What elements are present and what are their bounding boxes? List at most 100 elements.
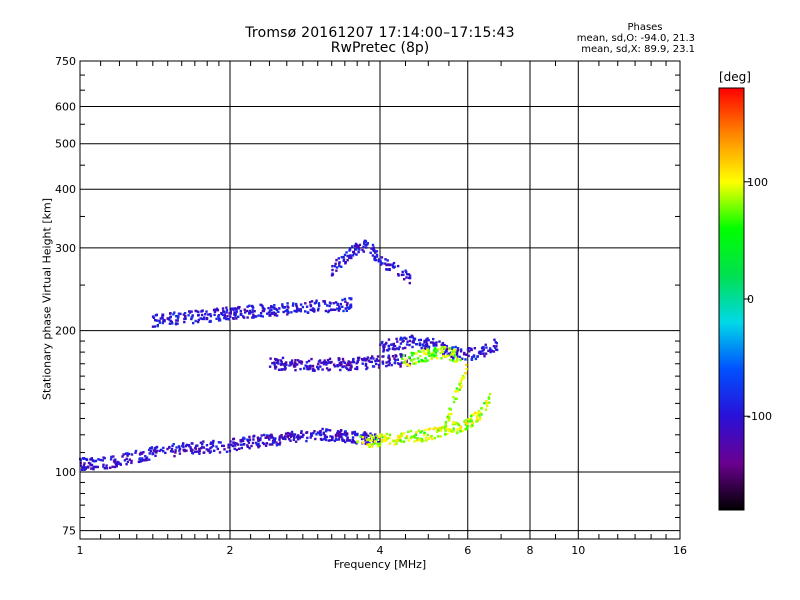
echo-point — [265, 442, 269, 445]
echo-point — [395, 355, 398, 358]
echo-point — [159, 317, 162, 320]
echo-point — [336, 302, 339, 306]
echo-point — [345, 439, 349, 442]
echo-point — [315, 299, 318, 302]
x-axis-ticks: 1 2 4 6 8 10 16 — [77, 61, 687, 557]
echo-point — [178, 447, 182, 451]
echo-point — [382, 347, 385, 351]
echo-point — [287, 311, 290, 314]
echo-point — [423, 341, 426, 344]
echo-point — [374, 441, 377, 445]
echo-point — [93, 460, 96, 463]
echo-point — [485, 402, 488, 405]
echo-point — [81, 457, 85, 460]
echo-point — [229, 310, 232, 313]
echo-point — [268, 443, 272, 446]
echo-point — [307, 359, 311, 363]
echo-point — [380, 440, 384, 443]
echo-point — [344, 430, 347, 434]
echo-point — [411, 336, 414, 339]
echo-point — [405, 435, 409, 438]
echo-point — [351, 360, 354, 364]
echo-point — [422, 348, 425, 352]
echo-point — [90, 463, 94, 467]
echo-point — [361, 436, 365, 439]
echo-point — [351, 431, 354, 434]
echo-point — [426, 349, 429, 352]
echo-point — [122, 453, 125, 456]
echo-point — [333, 439, 337, 443]
echo-point — [367, 434, 370, 437]
echo-point — [465, 363, 468, 367]
echo-point — [140, 459, 143, 462]
echo-point — [362, 245, 365, 248]
echo-point — [431, 353, 434, 357]
echo-point — [379, 259, 382, 262]
echo-point — [80, 468, 84, 471]
echo-point — [199, 317, 202, 320]
echo-point — [251, 309, 254, 312]
echo-point — [450, 355, 453, 358]
echo-point — [355, 366, 359, 369]
echo-point — [215, 445, 218, 448]
echo-point — [204, 313, 207, 316]
echo-point — [324, 302, 327, 305]
echo-point — [465, 367, 468, 371]
echo-point — [405, 337, 408, 340]
echo-point — [360, 358, 364, 361]
echo-point — [290, 359, 294, 362]
echo-point — [334, 262, 337, 265]
echo-point — [337, 309, 341, 312]
echo-point — [79, 458, 82, 462]
echo-point — [144, 455, 147, 458]
echo-point — [337, 358, 341, 362]
echo-point — [341, 437, 344, 440]
echo-point — [381, 361, 385, 364]
echo-point — [341, 439, 344, 442]
echo-point — [312, 369, 316, 372]
echo-point — [427, 349, 431, 352]
echo-point — [169, 315, 172, 318]
echo-point — [225, 306, 228, 309]
echo-point — [297, 435, 300, 439]
echo-point — [433, 347, 436, 350]
echo-point — [104, 467, 107, 470]
echo-point — [158, 449, 161, 453]
echo-point — [427, 351, 431, 354]
echo-point — [189, 449, 193, 452]
echo-point — [280, 362, 283, 366]
echo-point — [274, 367, 277, 370]
x-tick-label: 16 — [673, 544, 687, 557]
echo-point — [435, 341, 438, 344]
echo-point — [361, 248, 364, 252]
echo-point — [337, 307, 340, 311]
echo-point — [331, 272, 334, 275]
echo-point — [424, 357, 427, 360]
echo-point — [452, 396, 455, 399]
echo-point — [315, 433, 318, 436]
echo-point — [474, 411, 477, 414]
echo-point — [295, 309, 299, 312]
echo-point — [317, 307, 320, 310]
echo-point — [446, 432, 449, 436]
echo-point — [441, 350, 445, 353]
echo-point — [286, 431, 290, 435]
echo-point — [451, 350, 454, 354]
echo-point — [198, 447, 201, 451]
echo-point — [385, 263, 388, 267]
echo-point — [412, 362, 415, 365]
echo-point — [99, 458, 102, 462]
y-tick-label: 750 — [55, 55, 76, 68]
echo-point — [453, 353, 456, 357]
echo-point — [440, 357, 443, 360]
echo-point — [267, 311, 271, 314]
echo-point — [418, 438, 421, 442]
echo-point — [396, 358, 399, 361]
echo-point — [476, 355, 479, 358]
echo-point — [375, 434, 378, 438]
echo-point — [391, 355, 395, 358]
echo-point — [272, 441, 276, 444]
echo-point — [235, 448, 238, 452]
echo-point — [464, 421, 467, 424]
echo-point — [101, 459, 104, 462]
